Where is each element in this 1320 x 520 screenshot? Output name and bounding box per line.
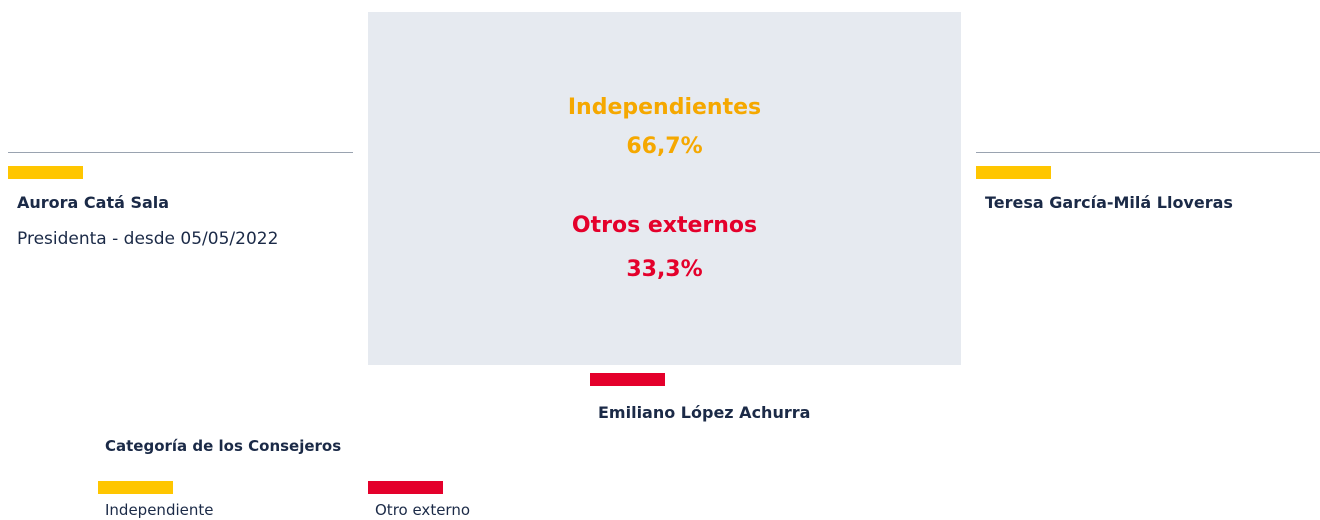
member-name: Aurora Catá Sala [17, 193, 170, 212]
member-role: Presidenta - desde 05/05/2022 [17, 229, 279, 249]
divider [976, 152, 1320, 153]
summary-value: 33,3% [626, 257, 703, 282]
summary-label: Independientes [567, 95, 762, 120]
legend-label: Independiente [105, 501, 214, 519]
legend-label: Otro externo [375, 501, 471, 519]
legend-swatch [368, 481, 443, 494]
summary-box [368, 12, 961, 365]
legend-title: Categoría de los Consejeros [105, 437, 342, 455]
member-name: Emiliano López Achurra [598, 403, 811, 422]
category-bar [976, 166, 1051, 179]
legend-swatch [98, 481, 173, 494]
member-name: Teresa García-Milá Lloveras [985, 193, 1233, 212]
category-bar [590, 373, 665, 386]
category-bar [8, 166, 83, 179]
summary-value: 66,7% [626, 134, 703, 159]
divider [8, 152, 353, 153]
summary-label: Otros externos [571, 213, 758, 238]
